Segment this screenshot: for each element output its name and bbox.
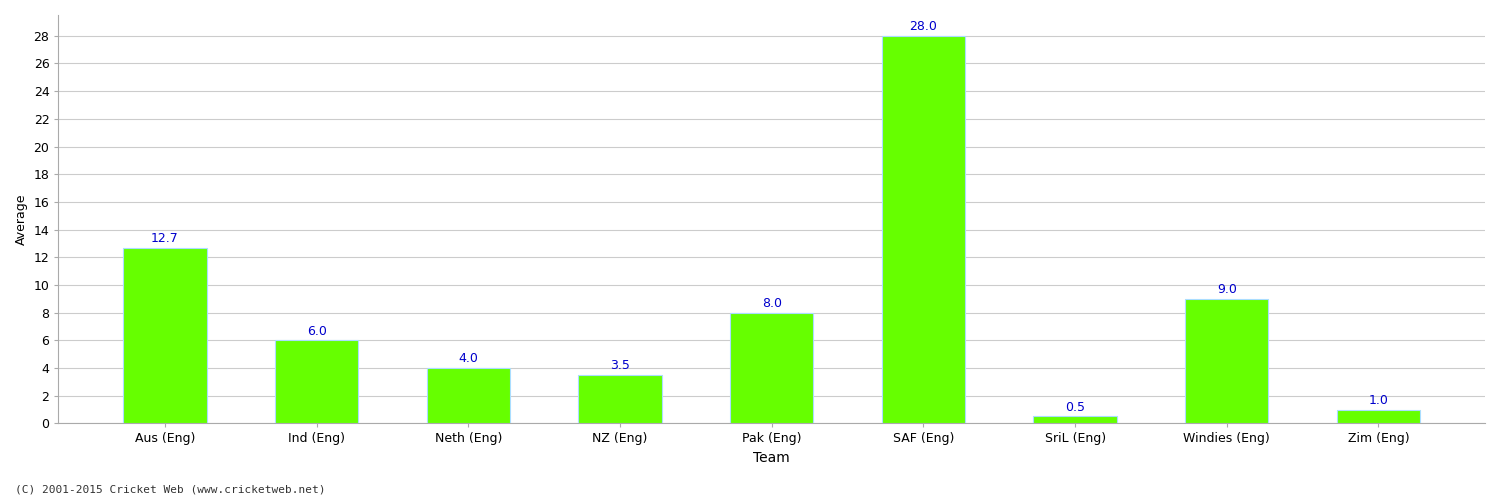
Text: 1.0: 1.0 [1368,394,1389,407]
Text: 6.0: 6.0 [308,324,327,338]
Bar [579,375,662,424]
Bar [274,340,358,423]
Bar [730,312,813,424]
Bar [1336,410,1420,424]
Y-axis label: Average: Average [15,194,28,245]
Text: (C) 2001-2015 Cricket Web (www.cricketweb.net): (C) 2001-2015 Cricket Web (www.cricketwe… [15,485,326,495]
Text: 12.7: 12.7 [152,232,178,245]
Bar [1185,299,1269,424]
X-axis label: Team: Team [753,451,790,465]
Text: 0.5: 0.5 [1065,400,1084,413]
Bar [123,248,207,424]
Bar [882,36,965,424]
Bar [1034,416,1118,424]
Text: 8.0: 8.0 [762,297,782,310]
Text: 4.0: 4.0 [459,352,478,366]
Bar [426,368,510,424]
Text: 3.5: 3.5 [610,359,630,372]
Text: 28.0: 28.0 [909,20,938,33]
Text: 9.0: 9.0 [1216,283,1236,296]
